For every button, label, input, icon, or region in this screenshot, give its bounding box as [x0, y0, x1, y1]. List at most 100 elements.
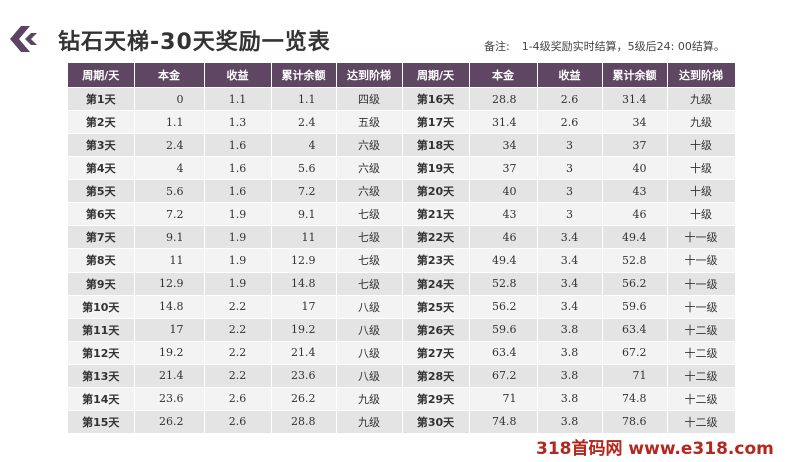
day-cell: 第3天 — [68, 133, 135, 157]
table-row: 第1天 0 1.1 1.1 四级 第16天 28.8 2.6 31.4 九级 — [68, 86, 736, 111]
day-cell: 第19天 — [402, 156, 470, 180]
table-cell: 六级 — [336, 179, 403, 203]
watermark: 318首码网 www.e318.com — [536, 439, 774, 459]
table-cell: 67.2 — [602, 340, 668, 365]
table-cell: 3.4 — [537, 225, 603, 249]
table-cell: 26.2 — [134, 409, 205, 433]
table-cell: 2.6 — [537, 86, 603, 111]
table-cell: 1.6 — [204, 156, 272, 180]
table-cell: 3.8 — [537, 409, 603, 433]
table-cell: 26.2 — [271, 386, 337, 411]
table-cell: 5.6 — [271, 156, 337, 180]
day-cell: 第6天 — [68, 202, 135, 226]
table-cell: 1.9 — [204, 202, 272, 226]
table-cell: 28.8 — [271, 409, 337, 433]
table-cell: 八级 — [336, 317, 403, 342]
table-cell: 四级 — [336, 86, 403, 111]
table-row: 第13天 21.4 2.2 23.6 八级 第28天 67.2 3.8 71 十二级 — [68, 363, 736, 388]
column-header: 达到阶梯 — [667, 63, 736, 88]
table-cell: 1.6 — [204, 179, 272, 203]
table-cell: 十二级 — [667, 340, 736, 365]
table-cell: 43 — [602, 179, 668, 203]
table-cell: 十一级 — [667, 294, 736, 319]
column-header: 周期/天 — [68, 63, 135, 88]
table-cell: 十一级 — [667, 271, 736, 296]
table-cell: 49.4 — [469, 248, 538, 272]
column-header: 达到阶梯 — [336, 63, 403, 88]
table-cell: 7.2 — [271, 179, 337, 203]
table-row: 第15天 26.2 2.6 28.8 九级 第30天 74.8 3.8 78.6 十二级 — [68, 409, 736, 433]
table-cell: 八级 — [336, 294, 403, 319]
day-cell: 第1天 — [68, 86, 135, 111]
table-cell: 59.6 — [469, 317, 538, 342]
table-cell: 63.4 — [602, 317, 668, 342]
table-cell: 1.9 — [204, 225, 272, 249]
day-cell: 第16天 — [402, 86, 470, 111]
reward-table: 周期/天 本金 收益 累计余额 达到阶梯 周期/天 本金 收益 累计余额 达到阶梯 第1天 0 1.1… — [68, 63, 736, 433]
day-cell: 第30天 — [402, 409, 470, 433]
table-cell: 11 — [134, 248, 205, 272]
table-cell: 17 — [271, 294, 337, 319]
day-cell: 第4天 — [68, 156, 135, 180]
day-cell: 第22天 — [402, 225, 470, 249]
bottom-strip — [0, 440, 800, 462]
day-cell: 第29天 — [402, 386, 470, 411]
day-cell: 第24天 — [402, 271, 470, 296]
table-cell: 3.4 — [537, 271, 603, 296]
table-cell: 1.9 — [204, 248, 272, 272]
table-cell: 五级 — [336, 110, 403, 134]
day-cell: 第15天 — [68, 409, 135, 433]
table-cell: 28.8 — [469, 86, 538, 111]
table-cell: 37 — [602, 133, 668, 157]
table-cell: 七级 — [336, 248, 403, 272]
table-header-row: 周期/天 本金 收益 累计余额 达到阶梯 周期/天 本金 收益 累计余额 达到阶梯 — [68, 63, 736, 88]
day-cell: 第28天 — [402, 363, 470, 388]
day-cell: 第8天 — [68, 248, 135, 272]
table-cell: 七级 — [336, 202, 403, 226]
table-cell: 2.2 — [204, 363, 272, 388]
table-cell: 21.4 — [271, 340, 337, 365]
table-row: 第14天 23.6 2.6 26.2 九级 第29天 71 3.8 74.8 十二级 — [68, 386, 736, 411]
table-row: 第11天 17 2.2 19.2 八级 第26天 59.6 3.8 63.4 十二级 — [68, 317, 736, 342]
table-cell: 23.6 — [134, 386, 205, 411]
table-cell: 43 — [469, 202, 538, 226]
table-cell: 9.1 — [271, 202, 337, 226]
note: 备注: 1-4级奖励实时结算，5级后24: 00结算。 — [484, 38, 725, 54]
table-cell: 3 — [537, 156, 603, 180]
column-header: 本金 — [469, 63, 538, 88]
table-cell: 74.8 — [469, 409, 538, 433]
table-cell: 1.1 — [271, 86, 337, 111]
table-cell: 52.8 — [602, 248, 668, 272]
table-cell: 七级 — [336, 225, 403, 249]
day-cell: 第20天 — [402, 179, 470, 203]
table-body: 第1天 0 1.1 1.1 四级 第16天 28.8 2.6 31.4 九级 第2天 1.1 1.3 2.… — [68, 86, 736, 433]
table-cell: 5.6 — [134, 179, 205, 203]
table-cell: 十级 — [667, 179, 736, 203]
table-cell: 7.2 — [134, 202, 205, 226]
table-row: 第4天 4 1.6 5.6 六级 第19天 37 3 40 十级 — [68, 156, 736, 180]
table-cell: 63.4 — [469, 340, 538, 365]
table-row: 第8天 11 1.9 12.9 七级 第23天 49.4 3.4 52.8 十一级 — [68, 248, 736, 272]
table-cell: 46 — [469, 225, 538, 249]
table-cell: 1.9 — [204, 271, 272, 296]
day-cell: 第13天 — [68, 363, 135, 388]
day-cell: 第18天 — [402, 133, 470, 157]
table-cell: 21.4 — [134, 363, 205, 388]
table-cell: 12.9 — [134, 271, 205, 296]
table-cell: 0 — [134, 86, 205, 111]
table-cell: 六级 — [336, 133, 403, 157]
table-cell: 4 — [271, 133, 337, 157]
table-cell: 十二级 — [667, 317, 736, 342]
table-cell: 1.1 — [134, 110, 205, 134]
column-header: 收益 — [537, 63, 603, 88]
table-cell: 九级 — [336, 409, 403, 433]
day-cell: 第23天 — [402, 248, 470, 272]
table-cell: 六级 — [336, 156, 403, 180]
table-cell: 19.2 — [271, 317, 337, 342]
table-cell: 七级 — [336, 271, 403, 296]
table-cell: 12.9 — [271, 248, 337, 272]
table-cell: 3 — [537, 179, 603, 203]
day-cell: 第21天 — [402, 202, 470, 226]
table-cell: 2.2 — [204, 340, 272, 365]
